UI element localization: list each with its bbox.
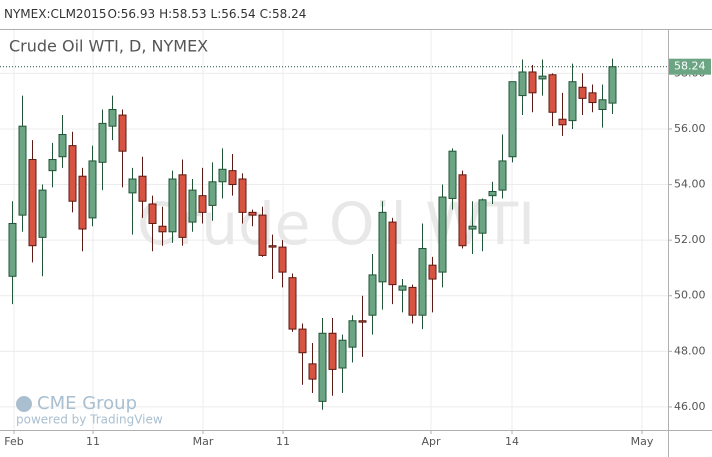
x-tick-label: Feb xyxy=(4,435,23,448)
logo-icon xyxy=(16,396,32,412)
ohlc-label: C:58.24 xyxy=(260,7,307,21)
candle-body xyxy=(338,339,347,369)
last-price-box xyxy=(669,58,711,75)
candle-body xyxy=(108,108,117,127)
symbol: NYMEX:CLM2015 xyxy=(4,7,106,21)
candle-body xyxy=(238,178,247,213)
candle-body xyxy=(368,274,377,316)
candle-body xyxy=(18,125,27,216)
powered-by: powered by TradingView xyxy=(16,413,163,427)
candle-body xyxy=(78,175,87,230)
candle-body xyxy=(458,174,467,247)
candle-body xyxy=(28,159,37,247)
candle-body xyxy=(398,285,407,291)
candle-body xyxy=(248,211,257,216)
y-tick-label: 54.00 xyxy=(674,178,706,191)
candle-body xyxy=(258,214,267,256)
candle-body xyxy=(548,74,557,113)
candle-body xyxy=(318,332,327,402)
candle-body xyxy=(38,189,47,238)
y-tick-label: 52.00 xyxy=(674,233,706,246)
x-tick-label: May xyxy=(631,435,654,448)
candle-body xyxy=(428,264,437,280)
candle-body xyxy=(358,320,367,323)
candle-body xyxy=(68,145,77,202)
candle-body xyxy=(128,178,137,194)
ohlc-label: H:58.53 xyxy=(159,7,206,21)
candle-body xyxy=(518,71,527,97)
candle-body xyxy=(538,75,547,80)
candle-body xyxy=(558,118,567,126)
candle-body xyxy=(388,221,397,286)
candle-body xyxy=(48,159,57,172)
y-tick-label: 56.00 xyxy=(674,122,706,135)
candle-body xyxy=(158,225,167,233)
candle-body xyxy=(148,203,157,224)
last-price-label: 58.24 xyxy=(674,60,706,73)
candle-body xyxy=(568,81,577,122)
candle-body xyxy=(418,247,427,316)
logo: CME Group xyxy=(37,393,137,414)
candle-body xyxy=(408,286,417,316)
candle-body xyxy=(138,175,147,202)
candle-body xyxy=(488,191,497,197)
candle-body xyxy=(188,189,197,223)
candle-body xyxy=(468,225,477,230)
chart-title: Crude Oil WTI, D, NYMEX xyxy=(9,37,208,56)
candle-body xyxy=(598,99,607,110)
candle-body xyxy=(288,277,297,330)
candle-body xyxy=(578,86,587,99)
candle-body xyxy=(378,211,387,283)
candle-body xyxy=(298,328,307,354)
candle-body xyxy=(208,181,217,206)
ohlc-label: O:56.93 xyxy=(107,7,155,21)
x-tick-label: 11 xyxy=(86,435,100,448)
candle-body xyxy=(448,150,457,199)
candle-body xyxy=(88,160,97,219)
candle-body xyxy=(608,66,617,104)
candle-body xyxy=(438,196,447,273)
watermark: Crude Oil WTI xyxy=(137,190,535,258)
candle-body xyxy=(588,92,597,104)
candle-body xyxy=(118,114,127,152)
x-tick-label: 11 xyxy=(276,435,290,448)
x-tick-label: Apr xyxy=(421,435,441,448)
x-tick-label: 14 xyxy=(505,435,519,448)
candle-body xyxy=(168,178,177,233)
y-tick-label: 50.00 xyxy=(674,289,706,302)
ohlc-label: L:56.54 xyxy=(211,7,256,21)
x-tick-label: Mar xyxy=(193,435,214,448)
y-tick-label: 46.00 xyxy=(674,400,706,413)
candle-body xyxy=(198,195,207,213)
candle-body xyxy=(98,122,107,163)
candle-body xyxy=(348,320,357,348)
candle-body xyxy=(8,222,17,277)
candle-body xyxy=(478,199,487,234)
candle-body xyxy=(498,160,507,191)
y-tick-label: 48.00 xyxy=(674,344,706,357)
candle-body xyxy=(528,71,537,94)
candle-body xyxy=(508,81,517,158)
candle-body xyxy=(218,168,227,183)
candle-body xyxy=(58,134,67,158)
symbol-header: NYMEX:CLM2015O:56.93 H:58.53 L:56.54 C:58.2… xyxy=(4,7,306,21)
candle-body xyxy=(328,332,337,370)
candle-body xyxy=(268,245,277,248)
candle-body xyxy=(278,246,287,273)
candle-body xyxy=(178,174,187,238)
candle-body xyxy=(228,170,237,186)
candle-body xyxy=(308,363,317,380)
